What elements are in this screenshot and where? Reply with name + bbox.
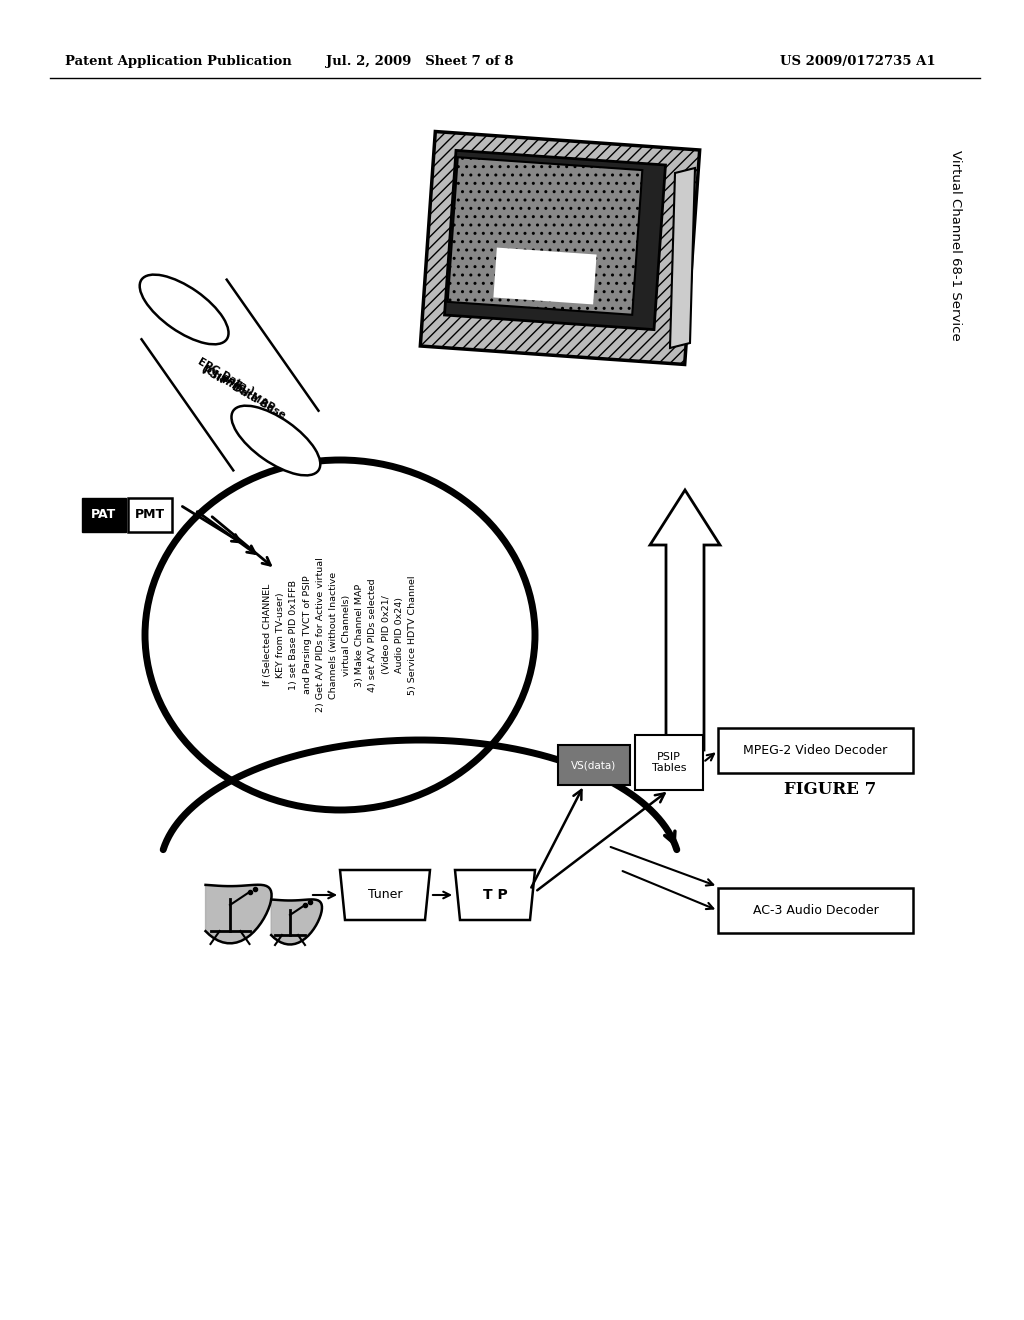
Text: T P: T P [482, 888, 507, 902]
Text: Patent Application Publication: Patent Application Publication [65, 55, 292, 69]
Text: Virtual Channel 68-1 Service: Virtual Channel 68-1 Service [948, 149, 962, 341]
Bar [635, 735, 703, 789]
Text: AC-3 Audio Decoder: AC-3 Audio Decoder [753, 904, 879, 917]
Bar [718, 888, 913, 933]
Text: Jul. 2, 2009   Sheet 7 of 8: Jul. 2, 2009 Sheet 7 of 8 [327, 55, 514, 69]
Polygon shape [444, 150, 666, 330]
Text: PAT: PAT [91, 508, 117, 521]
Text: EPG Data ): EPG Data ) [196, 356, 255, 397]
Polygon shape [340, 870, 430, 920]
Ellipse shape [139, 275, 228, 345]
Text: Tuner: Tuner [368, 888, 402, 902]
Text: US 2009/0172735 A1: US 2009/0172735 A1 [780, 55, 936, 69]
Text: PSIP  Data Base: PSIP Data Base [202, 366, 288, 421]
Bar [718, 729, 913, 774]
Polygon shape [455, 870, 535, 920]
Polygon shape [141, 280, 318, 470]
Ellipse shape [145, 459, 535, 810]
Bar [128, 498, 172, 532]
Text: MPEG-2 Video Decoder: MPEG-2 Video Decoder [743, 744, 888, 756]
Polygon shape [670, 168, 695, 348]
Polygon shape [420, 132, 699, 364]
Text: If (Selected CHANNEL
KEY from TV-user)
1) set Base PID 0x1FFB
and Parsing TVCT o: If (Selected CHANNEL KEY from TV-user) 1… [263, 557, 417, 713]
Text: VS(data): VS(data) [571, 760, 616, 770]
Bar [558, 744, 630, 785]
Polygon shape [447, 157, 642, 314]
FancyArrow shape [650, 490, 720, 750]
Polygon shape [206, 884, 271, 944]
Text: FIGURE 7: FIGURE 7 [784, 781, 877, 799]
Ellipse shape [231, 405, 321, 475]
Text: PMT: PMT [135, 508, 165, 521]
Text: PSIP
Tables: PSIP Tables [651, 751, 686, 774]
Polygon shape [271, 899, 322, 944]
Text: (Channel MAP: (Channel MAP [200, 363, 276, 413]
Text: and: and [220, 372, 244, 392]
Polygon shape [494, 248, 597, 305]
Bar [82, 498, 126, 532]
